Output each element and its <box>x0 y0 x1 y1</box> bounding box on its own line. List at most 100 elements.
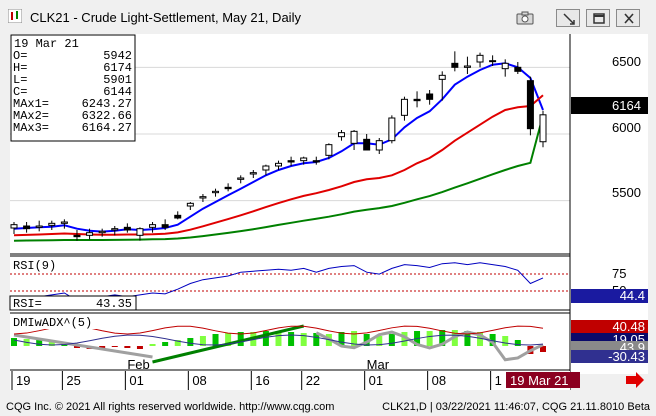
candle-body <box>111 228 119 231</box>
candle-body <box>287 160 295 163</box>
dmi-value-text: -30.43 <box>608 349 645 364</box>
candle-body <box>10 224 18 229</box>
dmi-histogram-bar <box>237 332 244 346</box>
positive-di-line <box>13 325 544 335</box>
title-bar[interactable]: CLK21 - Crude Light-Settlement, May 21, … <box>0 0 656 34</box>
dmi-secondary-line <box>13 334 544 346</box>
copyright-text: CQG Inc. © 2021 All rights reserved worl… <box>6 401 335 413</box>
data-window-label: MAx2= <box>13 109 49 123</box>
candle-body <box>413 98 421 102</box>
dmi-histogram-bar <box>48 341 55 346</box>
dmi-histogram-bar <box>73 346 80 348</box>
candle-body <box>149 224 157 228</box>
data-window-value: 5942 <box>103 49 132 63</box>
data-window-value: 6243.27 <box>82 97 132 111</box>
rsi-readout-value: 43.35 <box>96 297 132 311</box>
data-window-label: MAx1= <box>13 97 49 111</box>
dmi-histogram-bar <box>124 346 131 348</box>
cqg-app-icon <box>8 9 22 23</box>
candle-body <box>350 130 358 144</box>
candle-body <box>501 62 509 70</box>
time-tick-label: 01 <box>129 373 143 388</box>
current-price-value: 6164 <box>612 98 641 113</box>
dmi-histogram-bar <box>363 334 370 346</box>
dmi-histogram-bar <box>99 346 106 348</box>
dmi-histogram-bar <box>464 331 471 346</box>
data-window-label: C= <box>13 85 27 99</box>
dmi-histogram-bar <box>489 334 496 346</box>
dmi-histogram-bar <box>300 333 307 346</box>
time-axis <box>10 371 570 390</box>
data-window-date: 19 Mar 21 <box>14 37 79 51</box>
dmi-histogram-bar <box>514 340 521 346</box>
dmi-histogram-bar <box>275 331 282 346</box>
negative-di-line <box>13 333 153 359</box>
candle-body <box>489 60 497 63</box>
candle-body <box>463 65 471 68</box>
candle-body <box>337 132 345 138</box>
candle-body <box>98 230 106 234</box>
dmi-histogram-bar <box>199 336 206 346</box>
candle-body <box>526 80 534 130</box>
dmi-value-tag <box>571 350 648 363</box>
dmi-histogram-bar <box>11 338 17 346</box>
candle-body <box>325 144 333 156</box>
time-tick-label: 22 <box>306 373 320 388</box>
current-price-tag <box>571 97 648 114</box>
candle-body <box>136 228 144 236</box>
candle-body <box>35 225 43 228</box>
candle-body <box>60 221 68 224</box>
scroll-right-arrow-icon[interactable] <box>626 372 644 388</box>
close-button[interactable] <box>616 9 640 27</box>
dmi-histogram-bar <box>338 332 345 346</box>
camera-icon[interactable] <box>516 11 534 25</box>
dmi-title-box <box>11 315 107 329</box>
candle-body <box>363 138 371 151</box>
window-title: CLK21 - Crude Light-Settlement, May 21, … <box>30 10 301 25</box>
price-label-5500: 5500 <box>612 185 641 200</box>
rsi-readout-label: RSI= <box>13 297 42 311</box>
candle-body <box>426 93 434 100</box>
scroll-icon <box>563 13 575 25</box>
data-window-value: 6144 <box>103 85 132 99</box>
dmi-histogram-bar <box>401 332 408 346</box>
time-tick-label: 25 <box>66 373 80 388</box>
dmi-histogram-bar <box>212 334 219 346</box>
data-window-value: 6174 <box>103 61 132 75</box>
candlestick-series <box>10 51 547 241</box>
scroll-button[interactable] <box>556 9 580 27</box>
dmi-histogram-bar <box>426 331 433 346</box>
dmi-histogram-bar <box>36 340 43 346</box>
candle-body <box>400 98 408 116</box>
dmi-histogram-bar <box>376 336 383 346</box>
time-axis-ticks: 19 25 01 08 16 22 01 08 1 Feb Mar <box>11 357 502 390</box>
time-tick-label: 01 <box>369 373 383 388</box>
rsi-title-box <box>11 258 63 272</box>
dmi-value-text: 40.48 <box>612 319 645 334</box>
price-label-6000: 6000 <box>612 120 641 135</box>
dmi-histogram-bar <box>111 346 118 347</box>
time-tick-label: 08 <box>432 373 446 388</box>
candle-body <box>451 62 459 68</box>
time-tick-label: 08 <box>192 373 206 388</box>
rsi-readout-box <box>9 295 137 311</box>
candle-body <box>312 160 320 163</box>
candle-body <box>438 74 446 80</box>
restore-icon <box>593 13 605 24</box>
candle-body <box>224 186 232 190</box>
candle-body <box>539 114 547 143</box>
month-label: Mar <box>367 357 390 372</box>
current-date-value: 19 Mar 21 <box>510 373 569 388</box>
data-window-label: L= <box>13 73 27 87</box>
candle-body <box>212 190 220 194</box>
dmi-histogram-bar <box>288 332 295 346</box>
dmi-histogram-bar <box>388 334 395 346</box>
restore-button[interactable] <box>586 9 610 27</box>
candle-body <box>262 165 270 171</box>
rsi-current-tag <box>571 289 648 303</box>
dmi-histogram-bar <box>187 338 194 346</box>
dmi-histogram-bar <box>477 332 484 346</box>
dmi-histogram-bar <box>439 330 446 346</box>
